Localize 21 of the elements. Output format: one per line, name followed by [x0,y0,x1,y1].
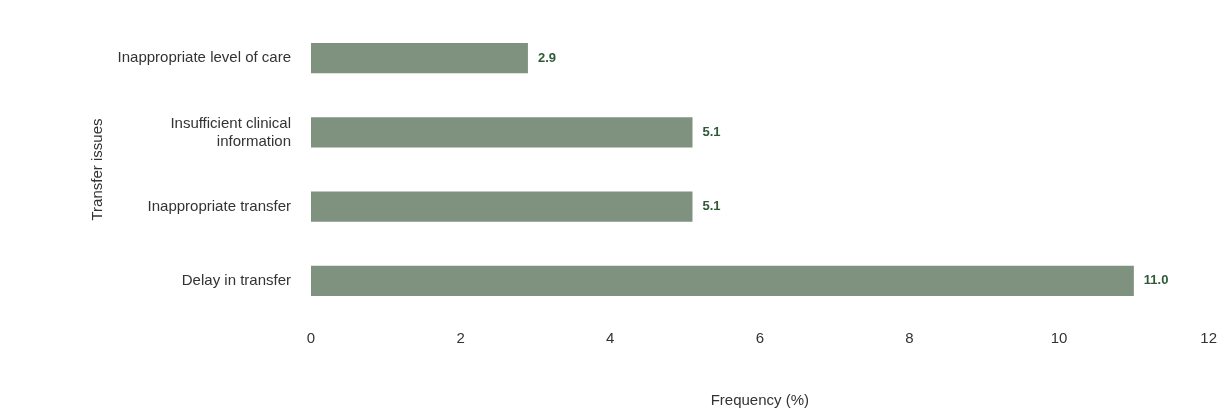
bar [311,191,693,222]
x-tick-label: 2 [456,329,465,347]
x-tick-label: 6 [755,329,764,347]
x-axis-title: Frequency (%) [710,391,810,409]
x-tick-label: 4 [606,329,615,347]
data-label: 5.1 [702,198,721,214]
x-tick-label: 8 [905,329,914,347]
y-tick-label: Inappropriate transfer [147,196,291,214]
bar [311,42,528,74]
data-label: 2.9 [537,49,557,65]
x-tick-label: 0 [306,329,316,347]
y-tick-label: Insufficient clinical information [170,113,291,149]
data-label: 11.0 [1143,272,1169,288]
y-tick-label: Delay in transfer [181,271,291,289]
y-axis-title: Transfer issues [88,118,106,221]
y-tick-label: Inappropriate level of care [117,48,291,66]
bar [311,117,693,148]
bar [311,265,1134,297]
data-label: 5.1 [702,123,721,139]
x-tick-label: 12 [1200,329,1217,347]
x-tick-label: 10 [1050,329,1068,347]
